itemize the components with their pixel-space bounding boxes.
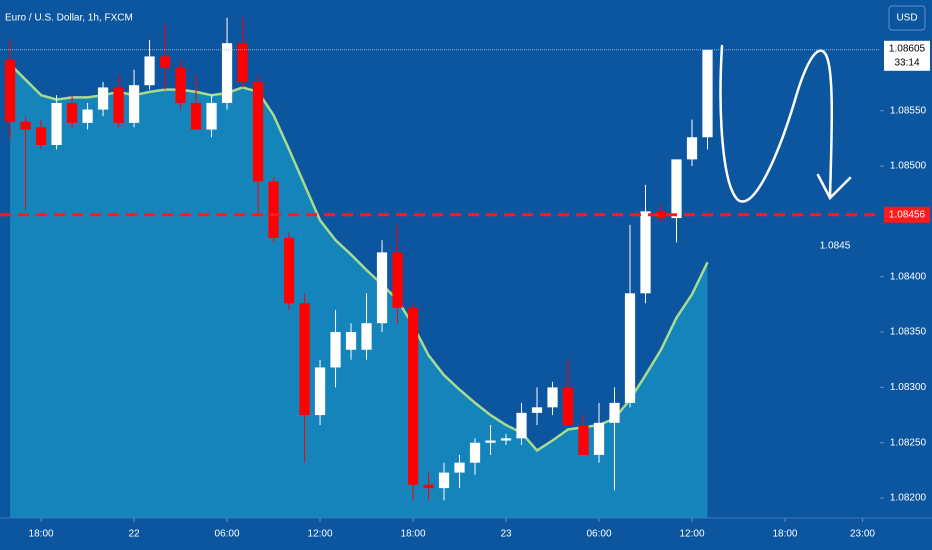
candle-body: [640, 211, 651, 294]
candle-body: [345, 332, 357, 350]
candle-body: [82, 109, 93, 123]
candle-body: [376, 252, 388, 324]
candle-body: [655, 211, 667, 219]
last-price-tag: [884, 40, 930, 71]
currency-button[interactable]: [888, 5, 926, 31]
x-tick-label: 22: [128, 529, 140, 540]
currency-label[interactable]: USD: [896, 13, 917, 24]
candle-body: [392, 252, 403, 308]
candle-body: [97, 87, 109, 110]
y-tick-label: 1.08250: [890, 437, 927, 448]
candle-body: [578, 425, 589, 455]
candle-body: [252, 81, 264, 182]
candle-body: [361, 323, 372, 350]
x-tick-label: 18:00: [29, 529, 54, 540]
candle-body: [407, 307, 419, 485]
x-tick-label: 18:00: [401, 529, 426, 540]
y-tick-label: 1.08400: [890, 271, 927, 282]
candle-body: [330, 332, 341, 368]
candle-body: [128, 85, 140, 123]
candle-body: [159, 56, 171, 68]
candle-body: [144, 56, 155, 86]
candle-body: [438, 472, 450, 489]
candle-body: [562, 387, 574, 426]
y-tick-label: 1.08300: [890, 382, 927, 393]
y-tick-label: 1.08550: [890, 105, 927, 116]
candle-body: [500, 438, 512, 441]
candle-body: [547, 387, 558, 408]
candle-body: [268, 181, 279, 238]
candle-body: [423, 484, 434, 489]
candle-body: [469, 442, 481, 463]
candle-body: [686, 137, 698, 160]
last-price-label: 1.08605: [889, 43, 926, 54]
countdown-label: 33:14: [894, 57, 919, 68]
x-tick-label: 23:00: [850, 529, 875, 540]
candle-body: [314, 367, 326, 416]
plot-area: [4, 17, 713, 518]
candle-body: [671, 159, 682, 219]
candle-body: [531, 407, 543, 413]
candle-body: [206, 102, 217, 130]
candle-body: [175, 67, 186, 103]
y-tick-label: 1.08200: [890, 493, 927, 504]
x-tick-label: 12:00: [679, 529, 704, 540]
candle-body: [35, 127, 47, 145]
level-tag: [884, 206, 930, 223]
candle-body: [4, 59, 16, 122]
candle-body: [190, 102, 202, 130]
y-tick-label: 1.08350: [890, 327, 927, 338]
candle-body: [283, 237, 295, 304]
candle-body: [609, 402, 620, 423]
x-tick-label: 23: [500, 529, 512, 540]
ema-area: [10, 64, 708, 518]
x-tick-label: 18:00: [772, 529, 797, 540]
candle-body: [516, 412, 527, 439]
candle-body: [624, 293, 636, 403]
x-tick-label: 06:00: [586, 529, 611, 540]
candle-body: [454, 462, 465, 473]
chart-title: Euro / U.S. Dollar, 1h, FXCM: [5, 13, 133, 24]
candle-body: [113, 87, 124, 123]
candle-body: [485, 440, 496, 443]
ema-line: [9, 63, 709, 453]
candle-body: [66, 102, 78, 123]
candle-body: [593, 422, 605, 455]
candle-body: [51, 102, 62, 145]
x-tick-label: 12:00: [308, 529, 333, 540]
drawn-arrow: [719, 44, 852, 203]
x-tick-label: 06:00: [215, 529, 240, 540]
level-annotation: 1.0845: [820, 241, 851, 252]
candle-body: [702, 49, 713, 138]
candle-body: [221, 43, 233, 103]
candle-body: [237, 43, 248, 82]
level-label: 1.08456: [889, 209, 926, 220]
candle-body: [20, 121, 31, 130]
y-tick-label: 1.08500: [890, 161, 927, 172]
candle-body: [299, 303, 310, 416]
